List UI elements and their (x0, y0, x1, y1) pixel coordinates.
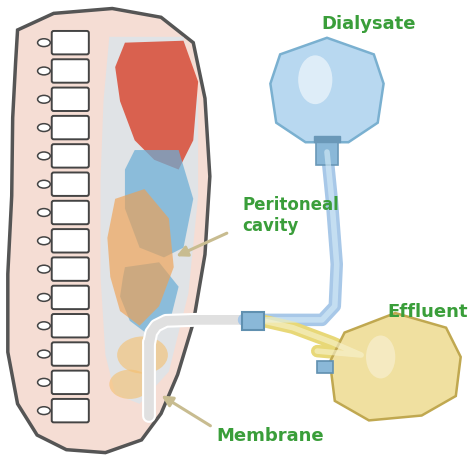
Text: Membrane: Membrane (217, 427, 324, 445)
Ellipse shape (37, 180, 50, 188)
Text: Peritoneal
cavity: Peritoneal cavity (242, 196, 339, 235)
Ellipse shape (37, 265, 50, 273)
Ellipse shape (37, 378, 50, 386)
Ellipse shape (37, 294, 50, 302)
Ellipse shape (109, 370, 150, 399)
Polygon shape (108, 189, 174, 326)
Ellipse shape (37, 407, 50, 415)
Ellipse shape (37, 350, 50, 358)
Ellipse shape (37, 322, 50, 329)
Ellipse shape (37, 237, 50, 245)
Bar (317, 361, 333, 373)
FancyBboxPatch shape (52, 31, 89, 55)
FancyBboxPatch shape (52, 229, 89, 253)
Text: Dialysate: Dialysate (322, 15, 416, 34)
Ellipse shape (37, 96, 50, 103)
FancyBboxPatch shape (52, 116, 89, 139)
Ellipse shape (37, 39, 50, 47)
Ellipse shape (37, 209, 50, 216)
Polygon shape (100, 37, 198, 404)
Polygon shape (270, 38, 383, 142)
FancyBboxPatch shape (52, 257, 89, 281)
Ellipse shape (298, 55, 332, 104)
Polygon shape (115, 41, 198, 170)
Ellipse shape (117, 336, 168, 374)
Text: Effluent: Effluent (387, 303, 468, 321)
Ellipse shape (37, 152, 50, 160)
FancyBboxPatch shape (52, 314, 89, 337)
FancyBboxPatch shape (52, 343, 89, 366)
Bar (314, 137, 340, 142)
FancyBboxPatch shape (52, 59, 89, 82)
FancyBboxPatch shape (52, 286, 89, 309)
Polygon shape (330, 313, 461, 420)
Polygon shape (8, 8, 210, 452)
FancyBboxPatch shape (52, 88, 89, 111)
FancyBboxPatch shape (52, 172, 89, 196)
Polygon shape (125, 150, 193, 257)
FancyBboxPatch shape (52, 201, 89, 224)
Bar (316, 140, 337, 164)
FancyBboxPatch shape (52, 144, 89, 168)
FancyBboxPatch shape (52, 399, 89, 422)
Ellipse shape (37, 123, 50, 131)
Polygon shape (120, 262, 179, 336)
Ellipse shape (37, 67, 50, 75)
Bar (242, 312, 264, 329)
Ellipse shape (366, 336, 395, 378)
FancyBboxPatch shape (52, 370, 89, 394)
